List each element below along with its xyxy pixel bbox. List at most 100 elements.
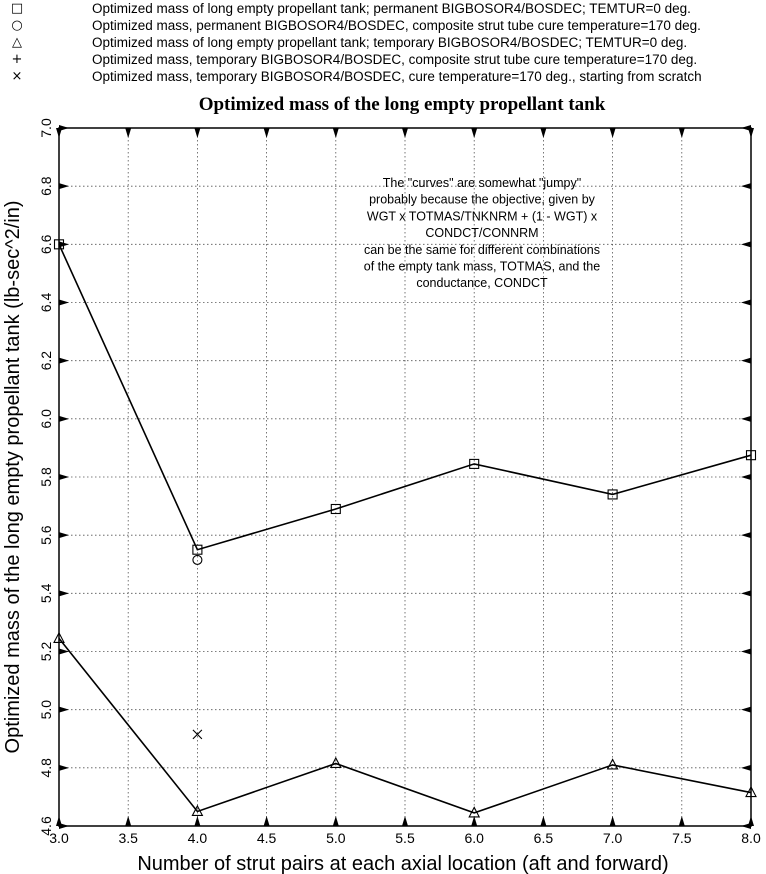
data-point-square bbox=[469, 458, 480, 469]
y-tick-mark bbox=[59, 823, 69, 829]
x-tick-mark bbox=[678, 816, 685, 826]
data-point-square bbox=[607, 489, 618, 500]
x-tick-label: 7.5 bbox=[672, 830, 692, 846]
series-circle bbox=[192, 554, 203, 565]
x-tick-label: 7.0 bbox=[603, 830, 623, 846]
series-cross bbox=[192, 729, 203, 740]
circle-marker-icon: ○ bbox=[11, 18, 23, 33]
ticks: 3.0 3.5 4.0 4.5 5.0 5.5 6.0 6.5 7.0 7.5 8.0 4.6 4.8 5… bbox=[38, 118, 761, 846]
data-point-cross bbox=[192, 729, 203, 740]
x-tick-mark bbox=[332, 128, 339, 138]
y-tick-mark bbox=[59, 415, 69, 422]
y-tick-label: 5.2 bbox=[38, 642, 54, 662]
legend-entry: □ Optimized mass of long empty propellant… bbox=[10, 0, 766, 17]
x-tick-label: 5.5 bbox=[395, 830, 415, 846]
data-point-triangle bbox=[468, 806, 481, 818]
grid bbox=[59, 128, 751, 826]
x-tick-label: 6.5 bbox=[534, 830, 554, 846]
legend-label: Optimized mass, permanent BIGBOSOR4/BOSD… bbox=[92, 18, 701, 33]
square-marker-icon: □ bbox=[10, 1, 24, 16]
y-tick-mark bbox=[59, 764, 69, 771]
legend-label: Optimized mass, temporary BIGBOSOR4/BOSD… bbox=[92, 52, 698, 67]
y-tick-label: 4.6 bbox=[38, 816, 54, 836]
triangle-marker-icon: △ bbox=[12, 35, 22, 50]
y-tick-label: 6.0 bbox=[38, 409, 54, 429]
note-line: WGT x TOTMAS/TNKNRM + (1 - WGT) x bbox=[367, 209, 598, 223]
y-tick-mark bbox=[59, 125, 69, 131]
series-line bbox=[58, 637, 752, 814]
y-tick-mark bbox=[59, 648, 69, 655]
data-point-square bbox=[745, 450, 757, 461]
y-tick-mark bbox=[59, 532, 69, 539]
data-point-triangle bbox=[329, 756, 342, 769]
x-tick-mark bbox=[194, 816, 201, 826]
y-tick-label: 6.2 bbox=[38, 351, 54, 371]
note-line: conductance, CONDCT bbox=[416, 276, 548, 290]
y-tick-label: 6.4 bbox=[38, 293, 54, 313]
x-tick-mark bbox=[194, 128, 201, 138]
data-point-square bbox=[192, 544, 203, 555]
data-point-triangle bbox=[606, 758, 619, 770]
cross-marker-icon: × bbox=[11, 69, 23, 84]
y-tick-mark bbox=[59, 706, 69, 713]
plus-marker-icon: + bbox=[11, 52, 23, 67]
data-point-triangle bbox=[745, 785, 757, 798]
y-tick-mark bbox=[741, 706, 751, 713]
x-tick-label: 4.0 bbox=[188, 830, 208, 846]
x-tick-mark bbox=[125, 128, 132, 138]
y-tick-mark bbox=[741, 357, 751, 364]
note-line: probably because the objective, given by bbox=[369, 193, 596, 207]
y-tick-label: 5.8 bbox=[38, 467, 54, 487]
data-point-square bbox=[330, 503, 341, 515]
y-axis-label: Optimized mass of the long empty propell… bbox=[2, 201, 24, 754]
x-tick-mark bbox=[678, 128, 685, 138]
y-tick-mark bbox=[741, 415, 751, 422]
y-tick-mark bbox=[741, 474, 751, 480]
y-tick-mark bbox=[741, 823, 751, 829]
x-tick-mark bbox=[402, 128, 408, 138]
legend-label: Optimized mass of long empty propellant … bbox=[92, 35, 688, 50]
x-tick-label: 6.0 bbox=[464, 830, 484, 846]
x-tick-mark bbox=[471, 128, 478, 138]
data-point-circle bbox=[192, 554, 203, 565]
y-tick-label: 5.6 bbox=[38, 525, 54, 545]
legend-label: Optimized mass, temporary BIGBOSOR4/BOSD… bbox=[92, 69, 702, 84]
legend-entry: × Optimized mass, temporary BIGBOSOR4/BOS… bbox=[10, 68, 766, 85]
y-tick-mark bbox=[741, 125, 751, 131]
y-tick-mark bbox=[741, 648, 751, 655]
x-axis-label: Number of strut pairs at each axial loca… bbox=[137, 853, 668, 874]
legend-entry: △ Optimized mass of long empty propellant… bbox=[10, 34, 766, 51]
x-tick-label: 3.0 bbox=[49, 830, 69, 846]
y-tick-label: 6.6 bbox=[38, 234, 54, 254]
data-point-triangle bbox=[191, 804, 204, 817]
y-tick-mark bbox=[741, 183, 751, 190]
y-tick-mark bbox=[59, 590, 69, 597]
x-tick-label: 3.5 bbox=[118, 830, 138, 846]
annotation-note: The "curves" are somewhat "jumpy" probabl… bbox=[364, 176, 600, 290]
y-tick-mark bbox=[741, 241, 751, 248]
y-tick-mark bbox=[741, 532, 751, 539]
y-tick-label: 7.0 bbox=[38, 118, 54, 138]
x-tick-mark bbox=[540, 816, 547, 826]
legend-entry: ○ Optimized mass, permanent BIGBOSOR4/BOS… bbox=[10, 17, 766, 34]
y-tick-mark bbox=[741, 299, 751, 306]
x-tick-mark bbox=[609, 128, 616, 138]
y-tick-mark bbox=[741, 764, 751, 771]
y-tick-label: 5.0 bbox=[38, 700, 54, 720]
y-tick-mark bbox=[59, 183, 69, 190]
x-tick-mark bbox=[332, 816, 339, 826]
x-tick-mark bbox=[471, 816, 478, 826]
series-triangle bbox=[53, 631, 757, 818]
note-line: of the empty tank mass, TOTMAS, and the bbox=[364, 260, 600, 274]
series-line bbox=[58, 244, 752, 551]
legend-label: Optimized mass of long empty propellant … bbox=[92, 1, 691, 16]
y-tick-label: 6.8 bbox=[38, 176, 54, 196]
x-tick-label: 4.5 bbox=[257, 830, 277, 846]
note-line: can be the same for different combinatio… bbox=[364, 243, 600, 257]
legend: □ Optimized mass of long empty propellant… bbox=[10, 0, 766, 85]
x-tick-mark bbox=[125, 816, 132, 826]
series-square bbox=[53, 239, 757, 555]
x-tick-mark bbox=[402, 816, 408, 826]
chart-title: Optimized mass of the long empty propell… bbox=[199, 94, 606, 115]
